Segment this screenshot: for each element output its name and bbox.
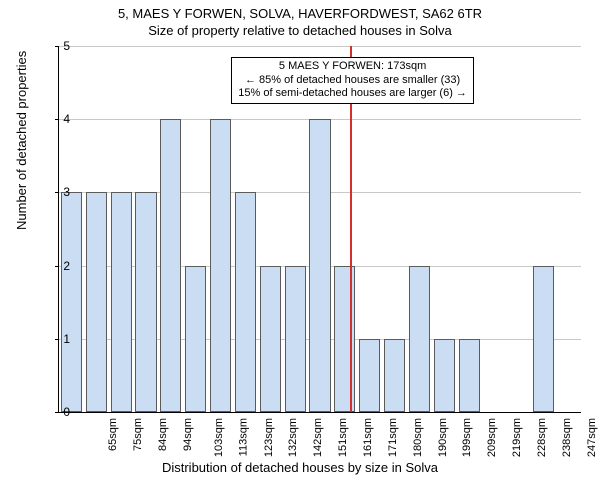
bar	[210, 119, 231, 412]
bar	[434, 339, 455, 412]
x-tick-label: 75sqm	[132, 418, 144, 451]
annotation-line3: 15% of semi-detached houses are larger (…	[238, 87, 467, 101]
x-tick-label: 142sqm	[312, 418, 324, 457]
x-tick-label: 219sqm	[511, 418, 523, 457]
x-axis-title: Distribution of detached houses by size …	[0, 460, 600, 475]
x-tick-label: 65sqm	[107, 418, 119, 451]
gridline	[59, 46, 581, 47]
bar	[459, 339, 480, 412]
x-tick-label: 238sqm	[561, 418, 573, 457]
title-line1: 5, MAES Y FORWEN, SOLVA, HAVERFORDWEST, …	[0, 6, 600, 21]
bar	[135, 192, 156, 412]
bar	[384, 339, 405, 412]
x-tick-label: 123sqm	[263, 418, 275, 457]
x-tick-label: 209sqm	[486, 418, 498, 457]
bar	[285, 266, 306, 412]
x-tick-label: 247sqm	[586, 418, 598, 457]
bar	[334, 266, 355, 412]
bar	[309, 119, 330, 412]
bar	[111, 192, 132, 412]
bar	[61, 192, 82, 412]
y-tick-label: 4	[52, 112, 70, 126]
x-tick-label: 171sqm	[387, 418, 399, 457]
bar	[409, 266, 430, 412]
y-tick-label: 1	[52, 332, 70, 346]
y-tick-label: 5	[52, 39, 70, 53]
bar	[260, 266, 281, 412]
x-tick-label: 199sqm	[462, 418, 474, 457]
y-tick-label: 3	[52, 185, 70, 199]
x-tick-label: 180sqm	[412, 418, 424, 457]
bar	[359, 339, 380, 412]
chart-title-block: 5, MAES Y FORWEN, SOLVA, HAVERFORDWEST, …	[0, 0, 600, 38]
x-tick-label: 228sqm	[536, 418, 548, 457]
x-tick-label: 84sqm	[157, 418, 169, 451]
x-tick-label: 161sqm	[362, 418, 374, 457]
x-tick-label: 103sqm	[213, 418, 225, 457]
x-tick-label: 151sqm	[337, 418, 349, 457]
x-tick-label: 132sqm	[288, 418, 300, 457]
annotation-line2: ← 85% of detached houses are smaller (33…	[238, 74, 467, 88]
annotation-line1: 5 MAES Y FORWEN: 173sqm	[238, 60, 467, 74]
bar	[235, 192, 256, 412]
y-axis-label: Number of detached properties	[14, 51, 29, 230]
bar	[533, 266, 554, 412]
y-tick-label: 2	[52, 259, 70, 273]
y-tick-label: 0	[52, 405, 70, 419]
x-tick-label: 94sqm	[182, 418, 194, 451]
chart-plot-area: 5 MAES Y FORWEN: 173sqm← 85% of detached…	[58, 46, 581, 413]
x-tick-label: 190sqm	[437, 418, 449, 457]
bar	[86, 192, 107, 412]
x-tick-label: 113sqm	[237, 418, 249, 456]
bar	[185, 266, 206, 412]
title-line2: Size of property relative to detached ho…	[0, 23, 600, 38]
bar	[160, 119, 181, 412]
annotation-box: 5 MAES Y FORWEN: 173sqm← 85% of detached…	[231, 57, 474, 104]
